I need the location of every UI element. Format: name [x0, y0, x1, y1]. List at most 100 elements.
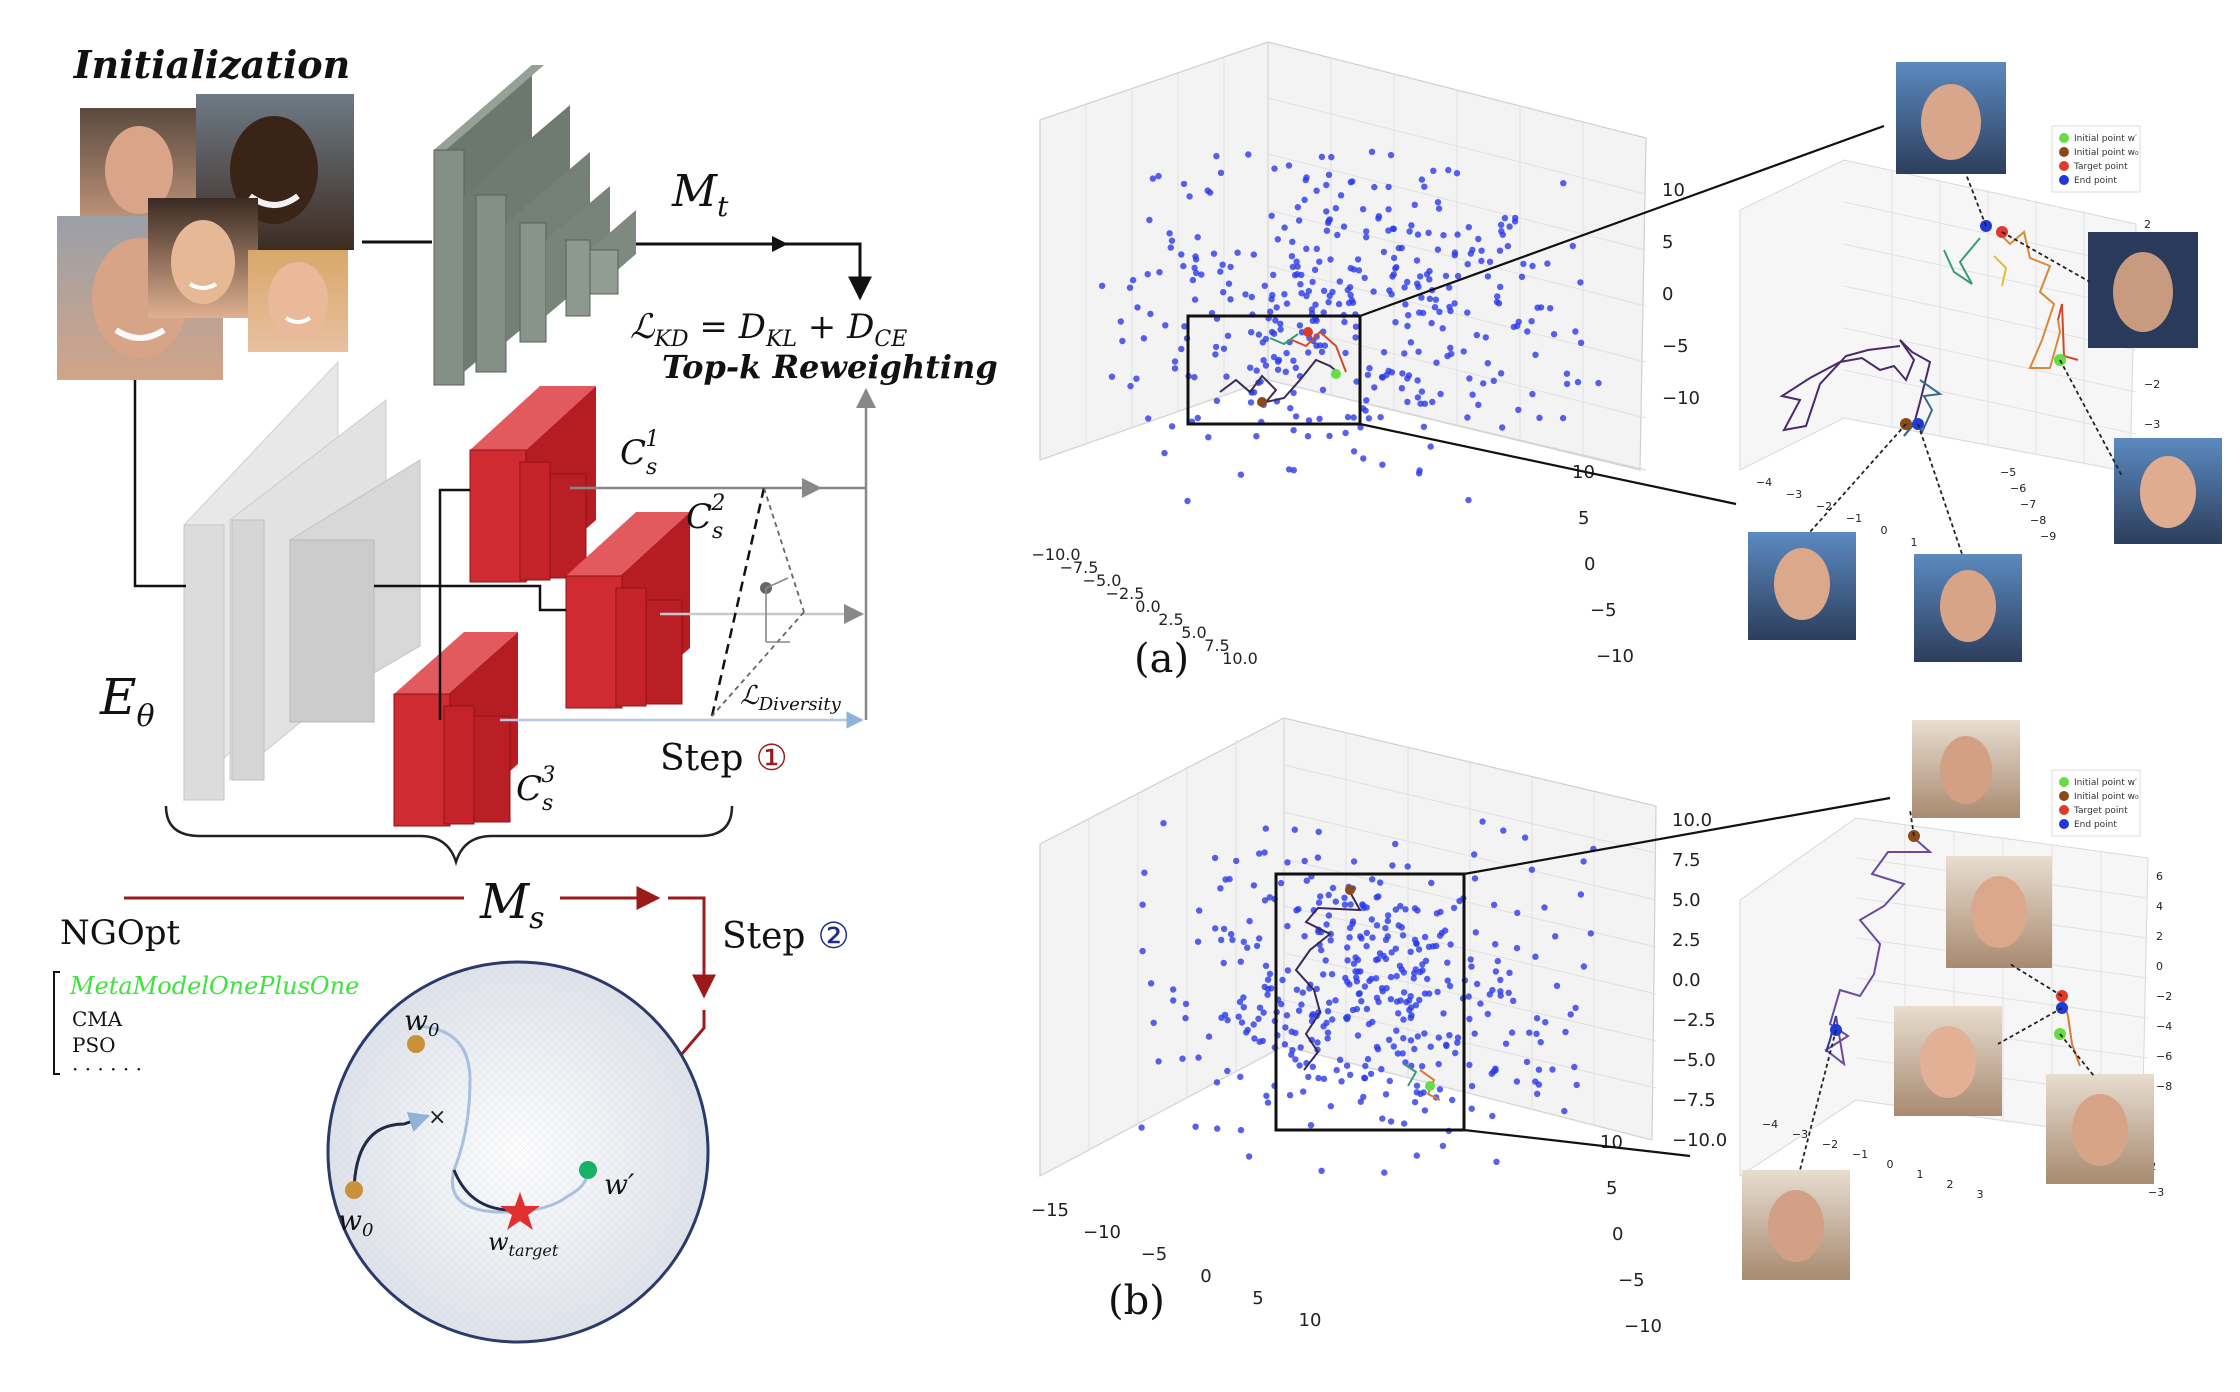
scatter-point [1353, 1005, 1361, 1013]
scatter-point [1372, 956, 1380, 964]
scatter-point [1305, 1073, 1312, 1081]
scatter-point [1329, 1016, 1336, 1023]
scatter-point [1492, 941, 1499, 948]
panel-a-legend: Initial point w′ Initial point w₀ Target… [2051, 125, 2141, 193]
zoom-z-tick-label: −3 [2144, 418, 2160, 431]
scatter-point [1285, 466, 1293, 473]
z-tick-label: −5 [1662, 336, 1689, 357]
scatter-point [1305, 349, 1312, 356]
scatter-point [1402, 301, 1409, 308]
scatter-point [1464, 309, 1471, 316]
panel-b-dotted-links [1799, 809, 2095, 1171]
scatter-point [1108, 373, 1116, 380]
scatter-point [1288, 1051, 1295, 1058]
scatter-point [1287, 405, 1294, 412]
scatter-point [1520, 260, 1527, 268]
scatter-point [1178, 251, 1185, 258]
scatter-point [1421, 933, 1429, 941]
zoom-x-tick-label: −1 [1852, 1148, 1868, 1161]
scatter-point [1098, 282, 1106, 289]
scatter-point [1363, 228, 1370, 235]
scatter-point [1255, 1015, 1262, 1022]
scatter-point [1323, 921, 1330, 928]
scatter-point [1195, 1054, 1202, 1061]
scatter-point [1298, 1001, 1305, 1008]
scatter-point [1332, 997, 1339, 1004]
scatter-point [1352, 334, 1359, 341]
initialization-title: Initialization [73, 42, 350, 87]
scatter-point [1572, 1004, 1579, 1012]
scatter-point [1303, 877, 1311, 884]
scatter-point [1480, 380, 1487, 387]
scatter-point [1437, 390, 1444, 398]
panel-a-zoom-line [1359, 124, 1885, 318]
scatter-point [1361, 983, 1369, 990]
scatter-point [1292, 1029, 1299, 1037]
scatter-point [1410, 975, 1418, 982]
scatter-point [1421, 400, 1429, 407]
scatter-point [1297, 281, 1304, 288]
scatter-point [1255, 331, 1263, 338]
scatter-point [1349, 918, 1357, 925]
scatter-point [1467, 956, 1474, 963]
legend-initial-wprime: Initial point w′ [2074, 134, 2137, 144]
x-tick-label: 0.0 [1135, 597, 1160, 616]
scatter-point [1368, 916, 1376, 923]
diversity-triangle [710, 487, 805, 717]
z-tick-label: −2.5 [1672, 1010, 1716, 1031]
scatter-point [1295, 905, 1302, 913]
scatter-point [1479, 818, 1486, 825]
y-tick-label: 10 [1600, 1132, 1623, 1153]
scatter-point [1572, 328, 1579, 335]
panel-b-zoom-box [1274, 872, 1466, 1132]
scatter-point [1316, 258, 1323, 265]
scatter-point [1454, 1034, 1462, 1041]
zoom-z-tick-label: 0 [2156, 960, 2163, 973]
step-1-label: Step ① [660, 738, 788, 779]
scatter-point [1442, 272, 1450, 280]
scatter-point [1465, 993, 1472, 1000]
scatter-point [1127, 382, 1134, 390]
scatter-point [1392, 906, 1400, 913]
scatter-point [1247, 364, 1254, 371]
scatter-point [1333, 1066, 1340, 1074]
scatter-point [1253, 942, 1261, 950]
scatter-point [1309, 278, 1316, 286]
x-tick-label: 5.0 [1181, 623, 1206, 642]
scatter-point [1307, 1122, 1315, 1129]
scatter-point [1379, 461, 1386, 468]
optimizer-cma: CMA [72, 1007, 123, 1031]
scatter-point [1321, 342, 1329, 349]
scatter-point [1444, 959, 1451, 966]
scatter-point [1274, 236, 1282, 243]
z-tick-label: 0.0 [1672, 970, 1701, 991]
scatter-point [1264, 985, 1272, 993]
scatter-point [1465, 224, 1473, 231]
scatter-point [1350, 448, 1358, 455]
panel-b-zoom-line [1463, 1128, 1691, 1158]
scatter-point [1263, 1092, 1270, 1100]
scatter-point [1336, 278, 1344, 285]
scatter-point [1369, 876, 1376, 883]
scatter-point [1352, 968, 1359, 975]
scatter-point [1453, 170, 1461, 177]
face-image [80, 108, 198, 230]
scatter-point [1411, 1045, 1418, 1053]
teacher-output-arrow [636, 242, 872, 301]
scatter-point [1393, 1027, 1400, 1034]
scatter-point [1186, 193, 1193, 200]
scatter-point [1418, 1063, 1426, 1070]
scatter-point [1326, 999, 1333, 1006]
scatter-point [1472, 929, 1480, 936]
scatter-point [1345, 299, 1353, 307]
scatter-point [1397, 902, 1404, 910]
scatter-point [1344, 413, 1352, 421]
scatter-point [1313, 245, 1321, 252]
scatter-point [1217, 169, 1225, 176]
scatter-point [1471, 851, 1478, 858]
scatter-point [1392, 840, 1399, 848]
scatter-point [1191, 264, 1198, 272]
panel-a-caption: (a) [1134, 636, 1189, 682]
scatter-point [1390, 254, 1398, 262]
scatter-point [1577, 339, 1585, 346]
